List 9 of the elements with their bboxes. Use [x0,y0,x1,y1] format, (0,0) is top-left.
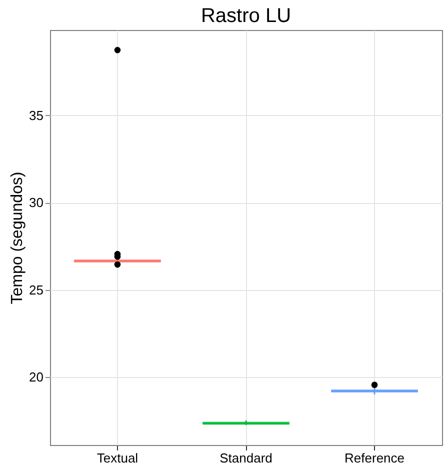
y-tick-label: 25 [29,282,44,298]
y-tick-label: 35 [29,108,44,123]
y-tick-label: 30 [29,195,44,210]
x-tick-label: Reference [344,450,405,466]
y-tick-label: 20 [29,369,44,384]
y-axis-title: Tempo (segundos) [9,172,26,304]
x-tick-label: Standard [220,450,272,466]
chart-title: Rastro LU [200,5,292,27]
x-tick-label: Textual [96,450,138,466]
